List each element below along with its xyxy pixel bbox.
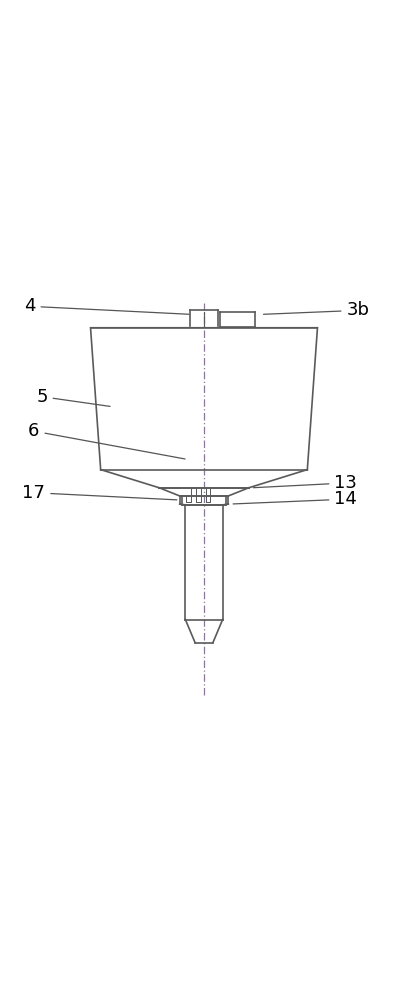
- Text: 5: 5: [36, 388, 110, 406]
- Text: 6: 6: [28, 422, 185, 459]
- Text: 13: 13: [253, 474, 357, 492]
- Text: 14: 14: [233, 490, 357, 508]
- Text: 4: 4: [24, 297, 189, 315]
- Text: 17: 17: [22, 484, 177, 502]
- Text: 3b: 3b: [264, 301, 370, 319]
